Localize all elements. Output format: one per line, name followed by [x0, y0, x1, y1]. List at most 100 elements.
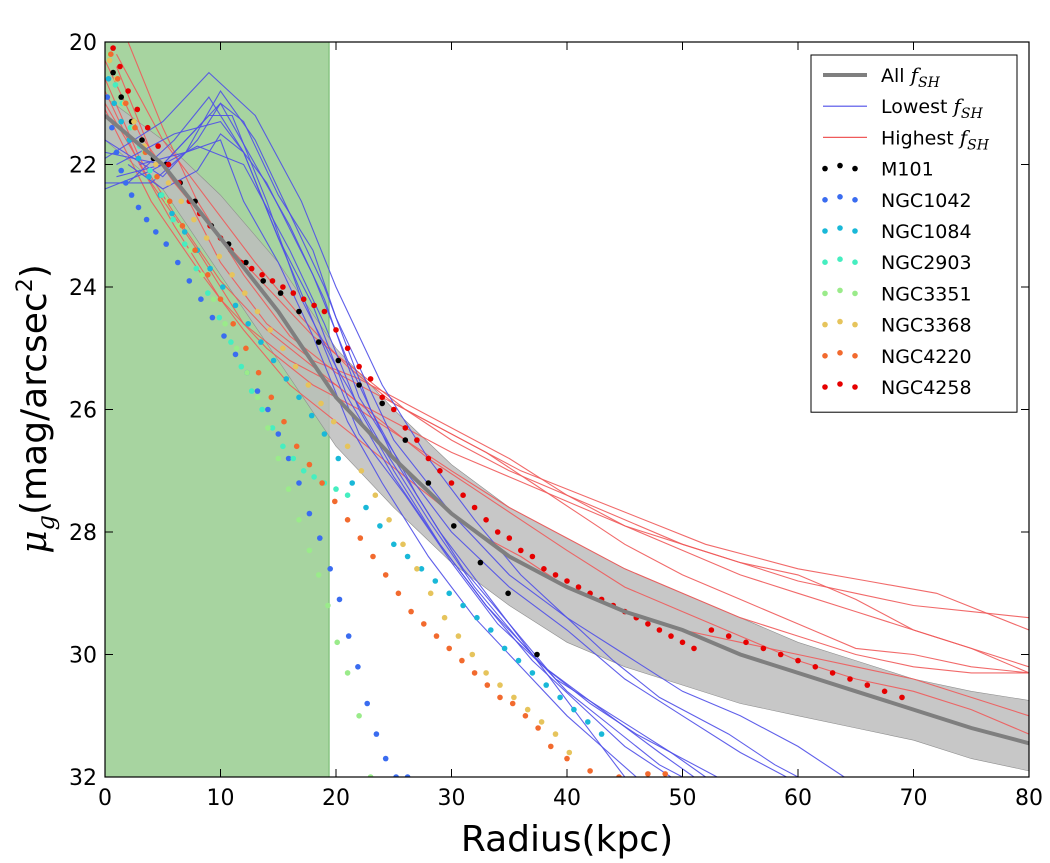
- ngc1042-point: [175, 259, 181, 266]
- m101-point: [110, 69, 116, 76]
- legend-label: M101: [881, 159, 934, 181]
- ngc1084-point: [207, 265, 213, 272]
- legend-swatch-dot: [837, 162, 843, 169]
- ngc3368-point: [400, 541, 406, 548]
- ngc1042-point: [404, 774, 411, 777]
- ngc4258-point: [564, 578, 570, 584]
- ngc4220-point: [395, 590, 402, 597]
- ngc1084-point: [501, 645, 508, 652]
- y-tick-label: 20: [69, 31, 97, 56]
- ngc1042-point: [186, 278, 193, 284]
- x-tick-label: 30: [438, 786, 466, 811]
- ngc3351-point: [265, 425, 271, 431]
- ngc1084-point: [446, 590, 453, 597]
- legend-label-text: NGC1042: [881, 190, 972, 212]
- m101-point: [534, 651, 540, 658]
- ngc4220-point: [535, 725, 541, 731]
- ngc1084-point: [118, 118, 124, 125]
- ngc2903-point: [344, 492, 351, 499]
- ngc4258-point: [379, 394, 386, 401]
- m101-point: [425, 480, 432, 486]
- ngc4258-point: [321, 308, 328, 315]
- series-ngc3351: [106, 51, 374, 777]
- ngc4220-point: [281, 418, 287, 425]
- ngc4258-point: [760, 645, 767, 652]
- legend-swatch-dot: [837, 287, 843, 294]
- ngc1042-point: [113, 149, 120, 156]
- legend-label-text: NGC3351: [881, 283, 972, 305]
- ngc4220-point: [293, 443, 300, 450]
- y-axis-sup: 2: [13, 278, 38, 292]
- ngc3351-point: [275, 455, 282, 462]
- lowest-fsh-line-10: [116, 120, 626, 777]
- legend-label: NGC4258: [881, 377, 972, 399]
- x-tick-label: 20: [322, 786, 350, 811]
- legend-label-text: NGC3368: [881, 315, 972, 337]
- ngc4258-point: [333, 327, 339, 333]
- ngc1084-point: [245, 321, 251, 327]
- series-ngc1042: [105, 94, 411, 777]
- ngc2903-point: [216, 314, 223, 321]
- y-axis-mu: μ: [14, 530, 55, 553]
- legend-label: Lowest fSH: [881, 94, 983, 122]
- ngc1084-point: [181, 229, 188, 235]
- ngc4220-point: [370, 553, 376, 560]
- ngc3368-point: [372, 492, 379, 499]
- legend-entry-ngc4258: NGC4258: [822, 377, 972, 399]
- ngc1042-point: [135, 204, 142, 211]
- m101-point: [477, 559, 484, 566]
- all-fsh-band: [105, 96, 1029, 772]
- ngc4220-point: [497, 694, 503, 701]
- ngc4258-point: [134, 106, 141, 113]
- ngc4258-point: [460, 492, 466, 499]
- ngc4258-point: [144, 124, 151, 131]
- ngc1084-point: [270, 357, 277, 364]
- ngc1042-point: [128, 192, 135, 198]
- legend-swatch-dot: [822, 228, 828, 234]
- ngc3368-point: [153, 161, 159, 168]
- x-tick-label: 40: [553, 786, 581, 811]
- legend-label: NGC1042: [881, 190, 972, 212]
- ngc4258-point: [691, 645, 697, 652]
- legend-swatch-dot: [852, 259, 858, 266]
- ngc3368-point: [318, 400, 324, 407]
- legend-swatch-dot: [837, 350, 843, 356]
- ngc4258-point: [280, 284, 286, 290]
- ngc4258-point: [708, 627, 715, 633]
- ngc1084-point: [335, 455, 342, 462]
- ngc4220-point: [166, 198, 173, 205]
- ngc2903-point: [333, 486, 339, 492]
- m101-point: [118, 94, 124, 100]
- ngc1042-point: [373, 731, 380, 737]
- legend-entry-lowest: Lowest fSH: [823, 94, 983, 122]
- lowest-fsh-line-8: [105, 71, 799, 777]
- ngc1042-point: [153, 229, 159, 235]
- ngc4220-point: [548, 743, 554, 750]
- legend-swatch-dot: [852, 353, 858, 359]
- ngc1042-point: [393, 774, 399, 777]
- ngc4220-point: [616, 774, 622, 777]
- ngc4258-point: [541, 566, 547, 572]
- legend-swatch-dot: [837, 381, 843, 387]
- m101-point: [379, 400, 386, 407]
- ngc4258-point: [679, 639, 686, 646]
- ngc4220-point: [408, 608, 414, 615]
- ngc4258-point: [311, 302, 317, 309]
- ngc1042-point: [118, 167, 124, 174]
- m101-point: [505, 590, 511, 597]
- ngc4258-point: [448, 480, 455, 486]
- ngc2903-point: [170, 216, 176, 223]
- ngc4258-point: [259, 272, 265, 278]
- ngc3351-point: [254, 394, 261, 401]
- ngc1084-point: [404, 553, 411, 560]
- ngc4258-point: [344, 345, 351, 352]
- ngc3368-point: [414, 566, 420, 572]
- ngc2903-point: [193, 265, 199, 272]
- y-axis-title: μg(mag/arcsec2): [13, 264, 60, 554]
- x-tick-label: 0: [98, 786, 112, 811]
- ngc3368-point: [191, 216, 197, 223]
- ngc4258-point: [248, 265, 255, 272]
- ngc4258-point: [506, 535, 513, 541]
- ngc2903-point: [290, 455, 297, 462]
